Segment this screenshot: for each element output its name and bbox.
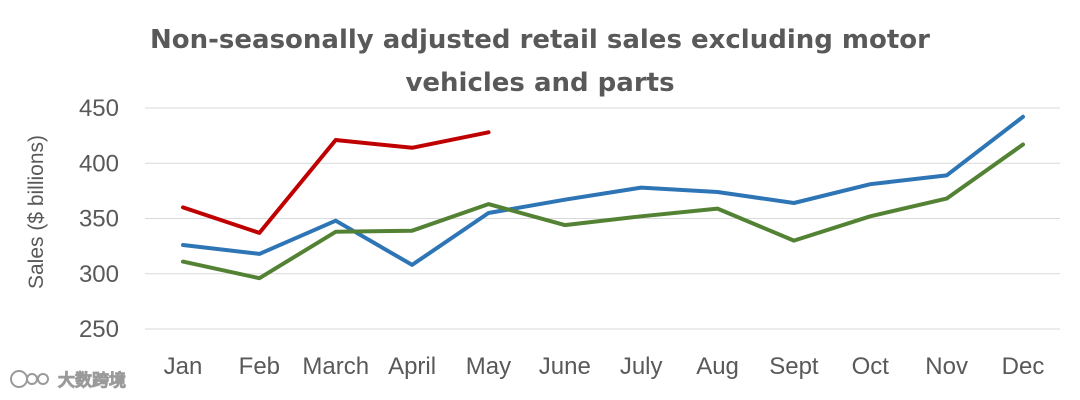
x-tick-label: Aug bbox=[696, 353, 739, 380]
x-tick-label: March bbox=[302, 353, 369, 380]
series-line-1 bbox=[181, 130, 491, 235]
series-line-3 bbox=[181, 142, 1025, 281]
watermark-text: 大数跨境 bbox=[58, 371, 127, 392]
series-line-2 bbox=[181, 114, 1025, 267]
x-tick-label: June bbox=[539, 353, 591, 380]
x-tick-labels: Jan Feb March April May June July Aug Sept Oct Nov… bbox=[164, 353, 1045, 380]
y-tick-labels: 250 300 350 400 450 bbox=[79, 95, 119, 343]
x-tick-label: April bbox=[388, 353, 436, 380]
series-lines bbox=[181, 114, 1025, 281]
x-tick-label: Sept bbox=[769, 353, 819, 380]
chart-title-line-2: vehicles and parts bbox=[405, 68, 674, 98]
y-axis-title: Sales ($ billions) bbox=[25, 135, 48, 289]
y-tick-label: 350 bbox=[79, 206, 119, 233]
x-tick-label: July bbox=[620, 353, 663, 380]
y-tick-label: 300 bbox=[79, 261, 119, 288]
watermark: 大数跨境 bbox=[8, 366, 126, 391]
x-tick-label: Feb bbox=[239, 353, 280, 380]
chart-title: Non-seasonally adjusted retail sales exc… bbox=[150, 25, 930, 98]
x-tick-label: May bbox=[466, 353, 511, 380]
chart-title-line-1: Non-seasonally adjusted retail sales exc… bbox=[150, 25, 930, 55]
y-tick-label: 250 bbox=[79, 316, 119, 343]
x-tick-label: Jan bbox=[164, 353, 203, 380]
y-tick-label: 450 bbox=[79, 95, 119, 122]
x-tick-label: Oct bbox=[852, 353, 890, 380]
gridlines bbox=[145, 107, 1060, 330]
x-tick-label: Nov bbox=[925, 353, 968, 380]
x-tick-label: Dec bbox=[1002, 353, 1045, 380]
y-tick-label: 400 bbox=[79, 150, 119, 177]
watermark-logo-icon bbox=[10, 369, 49, 388]
